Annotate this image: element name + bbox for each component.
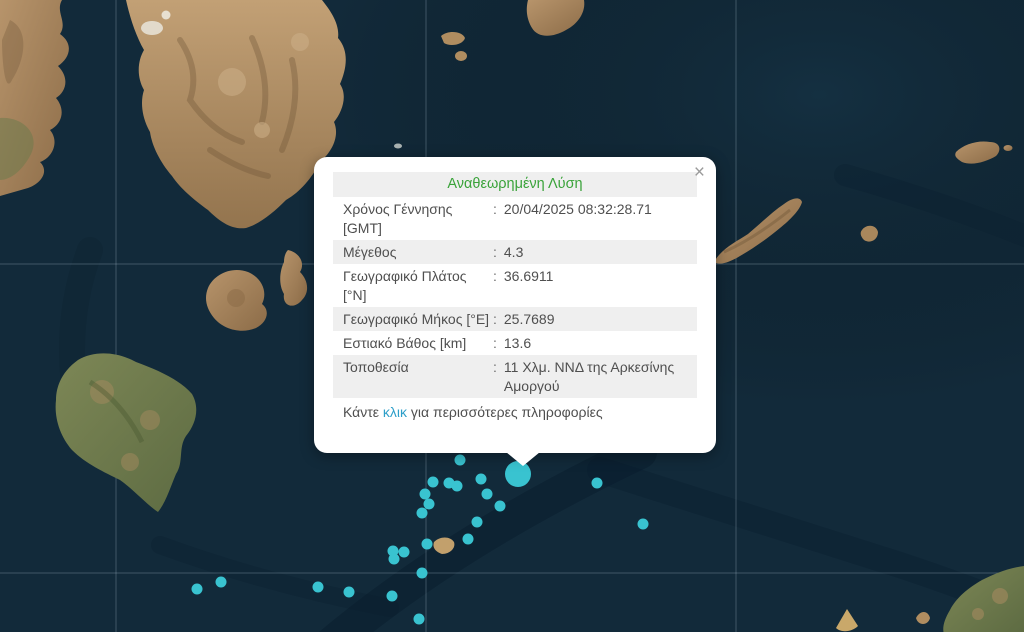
- popup-title: Αναθεωρημένη Λύση: [333, 172, 697, 197]
- popup-footer: Κάντε κλικ για περισσότερες πληροφορίες: [333, 398, 697, 422]
- island-amorgos: [714, 198, 802, 264]
- row-label: Χρόνος Γέννησης [GMT]: [343, 200, 453, 236]
- quake-dot[interactable]: [421, 538, 433, 550]
- quake-dot[interactable]: [454, 454, 466, 466]
- quake-dot[interactable]: [475, 473, 487, 485]
- row-separator: :: [493, 310, 497, 327]
- more-info-link[interactable]: κλικ: [382, 404, 408, 420]
- row-value: 25.7689: [503, 310, 555, 327]
- quake-dot[interactable]: [416, 507, 428, 519]
- row-label: Τοποθεσία: [343, 358, 409, 375]
- quake-dot[interactable]: [413, 613, 425, 625]
- sea-depth-streaks: [59, 164, 1024, 632]
- quake-dot[interactable]: [591, 477, 603, 489]
- island-schinoussa: [280, 250, 308, 306]
- islet-white-speck: [394, 143, 402, 149]
- popup-rows: Χρόνος Γέννησης [GMT]:20/04/2025 08:32:2…: [333, 197, 697, 398]
- row-separator: :: [493, 334, 497, 351]
- quake-dot[interactable]: [388, 553, 400, 565]
- island-ios: [55, 353, 197, 512]
- row-value: 11 Χλμ. ΝΝΔ της Αρκεσίνης Αμοργού: [503, 358, 675, 394]
- quake-dot[interactable]: [471, 516, 483, 528]
- footer-prefix: Κάντε: [343, 404, 383, 420]
- row-separator: :: [493, 358, 497, 375]
- island-koufonisia: [441, 32, 467, 61]
- quake-dot[interactable]: [416, 567, 428, 579]
- islet-anydros: [433, 537, 455, 554]
- quake-dot[interactable]: [462, 533, 474, 545]
- row-value: 36.6911: [503, 267, 554, 284]
- island-keros: [526, 0, 585, 36]
- footer-suffix: για περισσότερες πληροφορίες: [407, 404, 603, 420]
- row-separator: :: [493, 267, 497, 284]
- quake-dot[interactable]: [386, 590, 398, 602]
- quake-dot[interactable]: [398, 546, 410, 558]
- islet-triangle: [836, 609, 858, 632]
- quake-dot[interactable]: [637, 518, 649, 530]
- row-label: Μέγεθος: [343, 243, 397, 260]
- islet: [860, 225, 878, 242]
- row-label: Γεωγραφικό Πλάτος [°N]: [343, 267, 467, 303]
- cloud-speck: [141, 21, 163, 35]
- row-value: 13.6: [503, 334, 532, 351]
- popup-row: Γεωγραφικό Μήκος [°E]:25.7689: [333, 307, 697, 331]
- quake-dot[interactable]: [387, 545, 399, 557]
- island-bottom-right: [943, 566, 1024, 632]
- island-iraklia: [206, 269, 267, 331]
- selected-quake-dot[interactable]: [505, 461, 531, 487]
- island-paros: [0, 0, 69, 196]
- row-separator: :: [493, 243, 497, 260]
- quake-dot[interactable]: [423, 498, 435, 510]
- island-levitha: [955, 141, 1013, 164]
- popup-row: Χρόνος Γέννησης [GMT]:20/04/2025 08:32:2…: [333, 197, 697, 240]
- quake-dot[interactable]: [191, 583, 203, 595]
- popup-row: Μέγεθος:4.3: [333, 240, 697, 264]
- quake-dot[interactable]: [312, 581, 324, 593]
- quake-dot[interactable]: [215, 576, 227, 588]
- row-label: Εστιακό Βάθος [km]: [343, 334, 467, 351]
- quake-dot[interactable]: [427, 476, 439, 488]
- row-separator: :: [493, 200, 497, 217]
- row-value: 20/04/2025 08:32:28.71: [503, 200, 652, 217]
- quake-dot[interactable]: [481, 488, 493, 500]
- popup-row: Γεωγραφικό Πλάτος [°N]:36.6911: [333, 264, 697, 307]
- popup-tail: [506, 452, 540, 466]
- islet-small: [916, 612, 930, 624]
- quake-dot[interactable]: [343, 586, 355, 598]
- quake-dot[interactable]: [494, 500, 506, 512]
- popup-row: Τοποθεσία:11 Χλμ. ΝΝΔ της Αρκεσίνης Αμορ…: [333, 355, 697, 398]
- earthquake-popup: × Αναθεωρημένη Λύση Χρόνος Γέννησης [GMT…: [314, 157, 716, 466]
- island-naxos: [126, 0, 346, 229]
- row-label: Γεωγραφικό Μήκος [°E]: [343, 310, 490, 327]
- quake-dot[interactable]: [419, 488, 431, 500]
- popup-row: Εστιακό Βάθος [km]:13.6: [333, 331, 697, 355]
- close-icon[interactable]: ×: [693, 162, 705, 183]
- quake-dot[interactable]: [451, 480, 463, 492]
- row-value: 4.3: [503, 243, 524, 260]
